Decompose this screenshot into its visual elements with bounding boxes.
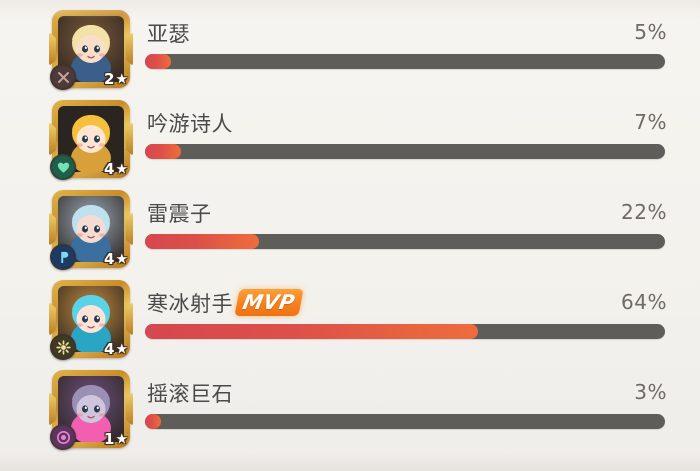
hero-percent-label: 5% xyxy=(634,20,667,44)
hero-row[interactable]: 4 ★ 雷震子 22% xyxy=(0,186,700,276)
hero-name-line: 寒冰射手 MVP xyxy=(147,288,304,318)
hero-percent-label: 22% xyxy=(621,200,667,224)
heart-leaf-icon xyxy=(50,154,76,180)
hero-avatar[interactable]: 4 ★ xyxy=(50,100,130,180)
hero-star-badge: 1 ★ xyxy=(104,432,128,447)
hero-name-line: 亚瑟 xyxy=(147,18,190,48)
hero-contribution-bar-fill xyxy=(145,324,478,339)
hero-portrait xyxy=(58,16,124,82)
hero-contribution-bar xyxy=(145,54,665,69)
hero-star-badge: 4 ★ xyxy=(104,252,128,267)
star-icon: ★ xyxy=(115,341,128,357)
hero-name-line: 摇滚巨石 xyxy=(147,378,233,408)
hero-contribution-bar-fill xyxy=(145,234,260,249)
hero-percent-label: 3% xyxy=(634,380,667,404)
hero-contribution-bar-fill xyxy=(145,414,161,429)
star-icon: ★ xyxy=(115,251,128,267)
hero-name: 亚瑟 xyxy=(147,22,190,46)
hero-avatar[interactable]: 1 ★ xyxy=(50,370,130,450)
mvp-badge: MVP xyxy=(234,289,304,316)
star-icon: ★ xyxy=(115,431,128,447)
hero-avatar[interactable]: 2 ★ xyxy=(50,10,130,90)
hero-name: 吟游诗人 xyxy=(147,112,233,136)
hero-name-line: 雷震子 xyxy=(147,198,212,228)
hero-percent-label: 64% xyxy=(621,290,667,314)
hero-star-count: 4 xyxy=(104,340,115,358)
hero-name: 摇滚巨石 xyxy=(147,382,233,406)
hero-star-badge: 2 ★ xyxy=(104,72,128,87)
sun-wheel-icon xyxy=(50,334,76,360)
hero-star-count: 4 xyxy=(104,250,115,268)
hero-avatar[interactable]: 4 ★ xyxy=(50,280,130,360)
hero-row[interactable]: 2 ★ 亚瑟 5% xyxy=(0,6,700,96)
star-icon: ★ xyxy=(115,71,128,87)
hero-contribution-bar xyxy=(145,144,665,159)
hero-row[interactable]: 1 ★ 摇滚巨石 3% xyxy=(0,366,700,456)
hero-avatar[interactable]: 4 ★ xyxy=(50,190,130,270)
hero-contribution-bar xyxy=(145,324,665,339)
hero-contribution-bar-fill xyxy=(145,144,182,159)
hero-row[interactable]: 4 ★ 寒冰射手 MVP 64% xyxy=(0,276,700,366)
hero-row[interactable]: 4 ★ 吟游诗人 7% xyxy=(0,96,700,186)
lightning-rune-icon xyxy=(50,244,76,270)
hero-star-badge: 4 ★ xyxy=(104,162,128,177)
hero-percent-label: 7% xyxy=(634,110,667,134)
star-icon: ★ xyxy=(115,161,128,177)
spiral-eye-icon xyxy=(50,424,76,450)
hero-star-count: 2 xyxy=(104,70,115,88)
hero-star-count: 4 xyxy=(104,160,115,178)
hero-contribution-bar xyxy=(145,234,665,249)
hero-name: 雷震子 xyxy=(147,202,212,226)
hero-star-badge: 4 ★ xyxy=(104,342,128,357)
hero-name-line: 吟游诗人 xyxy=(147,108,233,138)
hero-name: 寒冰射手 xyxy=(147,292,233,316)
cross-swords-icon xyxy=(50,64,76,90)
hero-contribution-bar xyxy=(145,414,665,429)
hero-star-count: 1 xyxy=(104,430,115,448)
hero-contribution-bar-fill xyxy=(145,54,171,69)
